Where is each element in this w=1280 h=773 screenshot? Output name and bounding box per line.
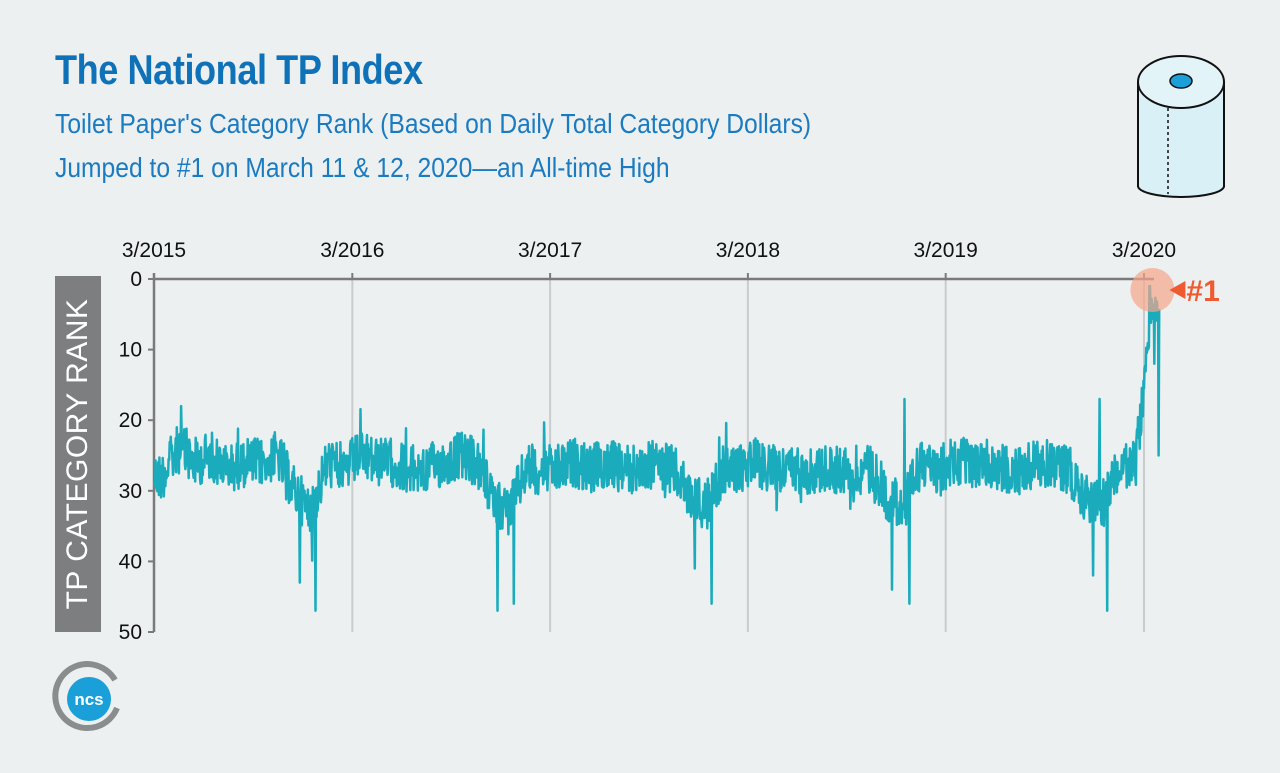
chart-subtitle-line2: Jumped to #1 on March 11 & 12, 2020—an A… [55, 152, 670, 183]
x-tick-label: 3/2015 [122, 239, 186, 262]
y-tick-label: 40 [119, 550, 142, 573]
ncs-logo: ncs [52, 661, 120, 732]
peak-arrow-icon [1169, 281, 1186, 300]
y-axis-label-box [55, 276, 101, 632]
toilet-paper-icon [1137, 55, 1225, 198]
x-tick-label: 3/2019 [914, 239, 978, 262]
peak-annotation: #1 [1130, 268, 1220, 313]
x-tick-label: 3/2016 [320, 239, 384, 262]
y-tick-label: 20 [119, 409, 142, 432]
x-tick-label: 3/2017 [518, 239, 582, 262]
y-tick-labels: 0 10 20 30 40 50 [119, 268, 154, 644]
y-tick-label: 50 [119, 621, 142, 644]
peak-annotation-label: #1 [1186, 275, 1219, 308]
x-tick-label: 3/2018 [716, 239, 780, 262]
x-tick-label: 3/2020 [1112, 239, 1176, 262]
peak-highlight-circle [1130, 268, 1175, 313]
y-tick-label: 30 [119, 480, 142, 503]
x-tick-labels: 3/2015 3/2016 3/2017 3/2018 3/2019 3/2020 [122, 239, 1176, 262]
chart-subtitle-line1: Toilet Paper's Category Rank (Based on D… [55, 108, 812, 139]
ncs-logo-text: ncs [74, 690, 103, 709]
y-tick-label: 0 [130, 268, 142, 291]
chart-title: The National TP Index [55, 46, 423, 93]
y-tick-label: 10 [119, 339, 142, 362]
series-line-tp-rank [152, 284, 1161, 613]
